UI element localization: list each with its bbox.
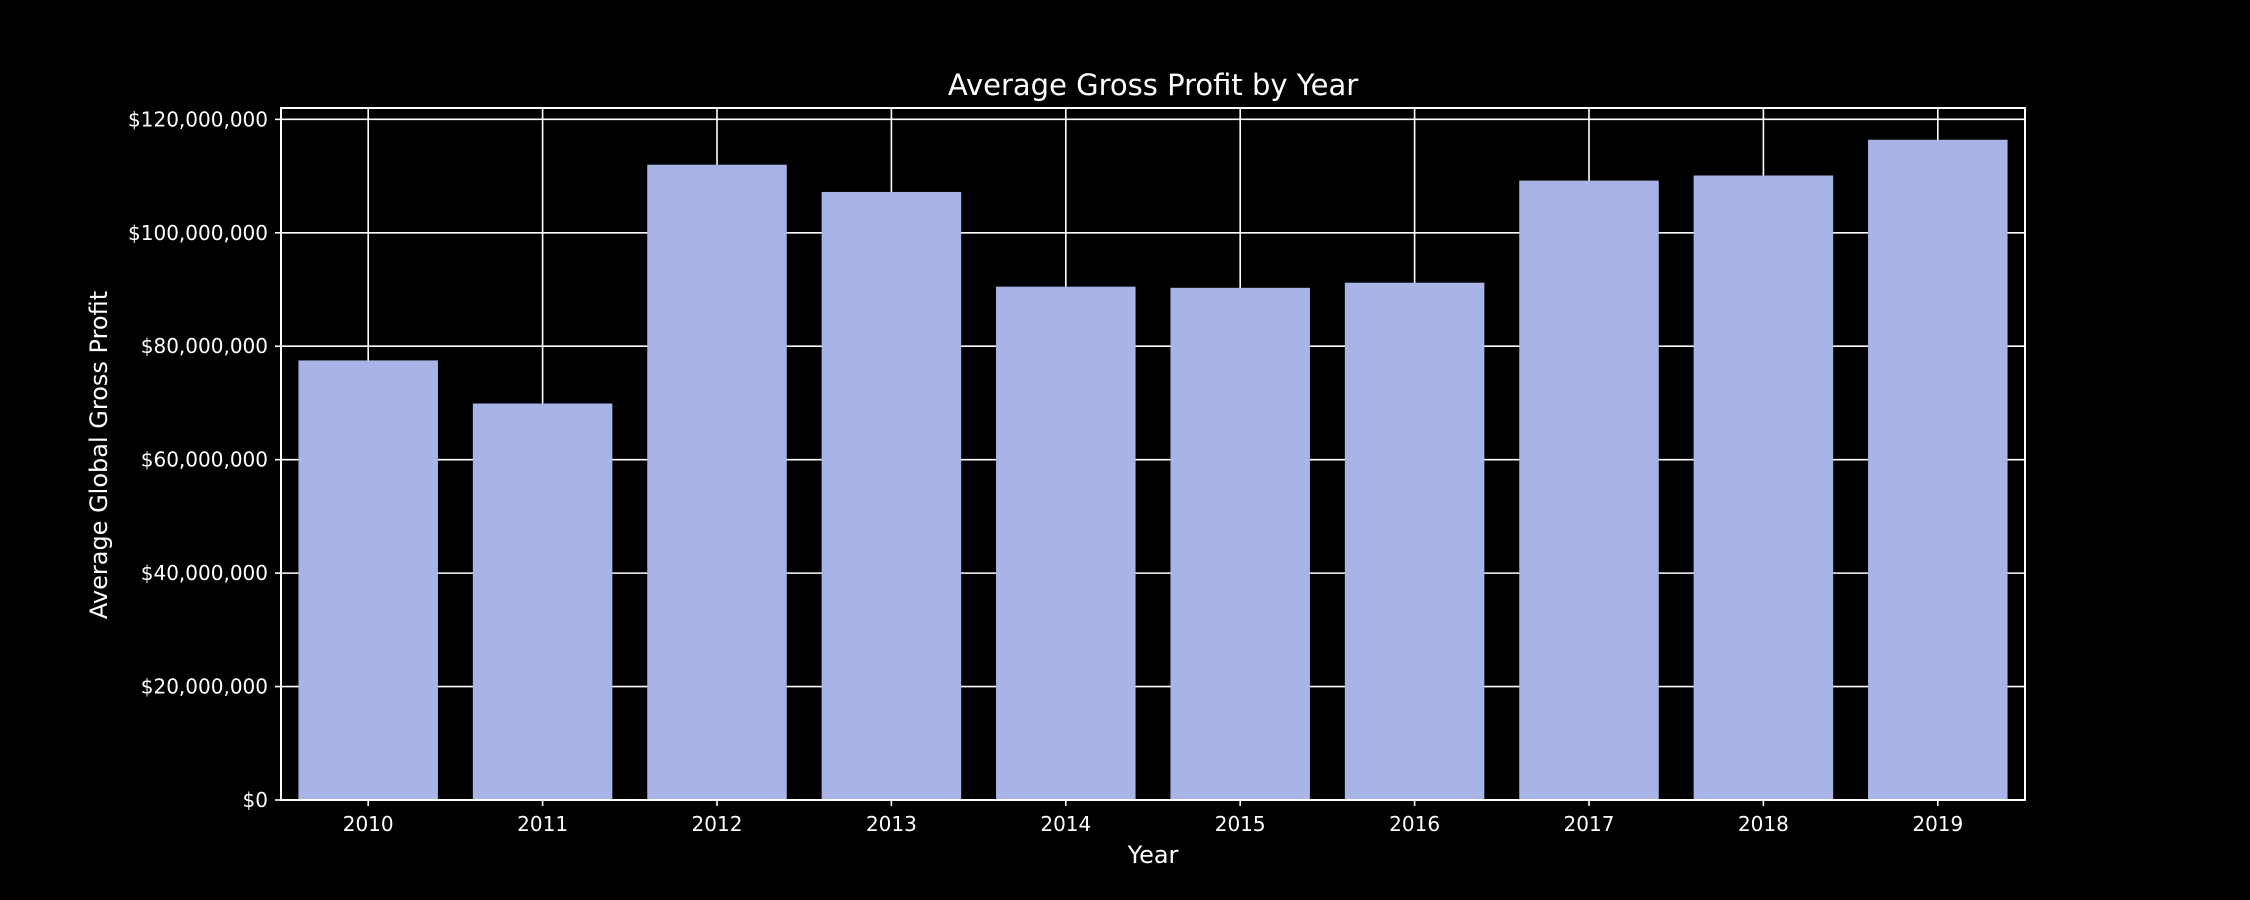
bar-2012 <box>647 164 787 800</box>
bar-2019 <box>1868 139 2008 801</box>
y-tick-label: $20,000,000 <box>141 675 268 699</box>
x-tick-label: 2015 <box>1215 812 1266 836</box>
y-tick-label: $0 <box>243 788 268 812</box>
y-tick-label: $40,000,000 <box>141 561 268 585</box>
y-tick-label: $120,000,000 <box>128 107 268 131</box>
x-tick-label: 2019 <box>1912 812 1963 836</box>
axes <box>275 107 2026 806</box>
x-tick-label: 2010 <box>343 812 394 836</box>
bar-2013 <box>821 191 962 801</box>
chart-title: Average Gross Profit by Year <box>948 68 1358 102</box>
bar-2017 <box>1519 180 1659 800</box>
x-tick-label: 2016 <box>1389 812 1440 836</box>
bar-2016 <box>1344 282 1485 800</box>
bar-2011 <box>472 403 613 800</box>
bars <box>298 139 2008 801</box>
tick-labels: $0 $20,000,000 $40,000,000 $60,000,000 $80,0… <box>128 107 1963 836</box>
bar-2015 <box>1170 287 1310 801</box>
x-tick-label: 2014 <box>1040 812 1091 836</box>
bar-2010 <box>298 360 438 800</box>
bar-2018 <box>1693 175 1834 801</box>
y-tick-label: $80,000,000 <box>141 334 268 358</box>
x-tick-label: 2012 <box>692 812 743 836</box>
x-tick-label: 2011 <box>517 812 568 836</box>
y-axis-label: Average Global Gross Profit <box>85 291 113 619</box>
x-tick-label: 2013 <box>866 812 917 836</box>
x-axis-label: Year <box>1127 841 1179 869</box>
bar-2014 <box>996 286 1136 800</box>
plot-frame <box>280 107 2026 801</box>
x-tick-label: 2018 <box>1738 812 1789 836</box>
y-tick-label: $60,000,000 <box>141 448 268 472</box>
x-tick-label: 2017 <box>1564 812 1615 836</box>
y-tick-label: $100,000,000 <box>128 221 268 245</box>
